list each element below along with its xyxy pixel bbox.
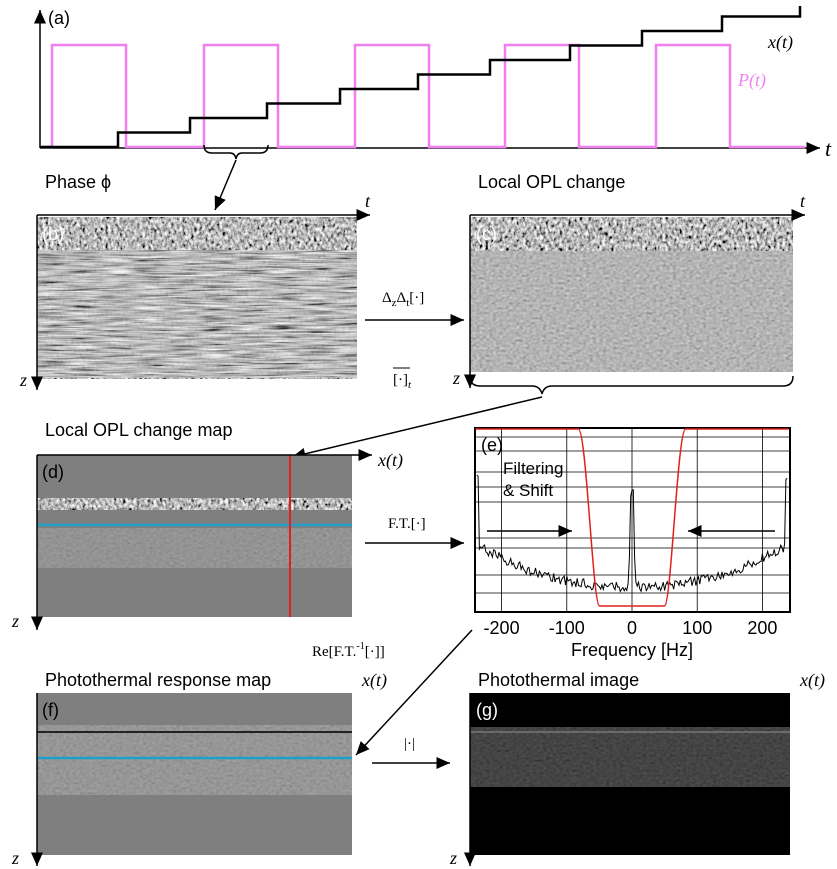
- panel-label: (f): [42, 700, 59, 720]
- x-axis-title: Frequency [Hz]: [571, 640, 693, 660]
- x-tick-label: 0: [627, 618, 637, 638]
- operator-label: Re[F.T.-1[·]]: [312, 641, 385, 660]
- x-tick-label: -100: [549, 618, 585, 638]
- x-tick-label: 100: [682, 618, 712, 638]
- spectrum: [476, 474, 788, 593]
- panel-title: Local OPL change: [478, 172, 625, 192]
- panel-label: (g): [476, 700, 498, 720]
- phase-streaks: [37, 250, 357, 378]
- panel-label: (b): [42, 224, 64, 244]
- panel-label: (e): [481, 435, 503, 455]
- z-label: z: [452, 368, 460, 388]
- operator-part: z: [392, 297, 397, 309]
- brace: [203, 144, 269, 160]
- panel-title: Phase ϕ: [45, 172, 111, 192]
- operator-part: -1: [356, 641, 364, 652]
- arrow: [355, 629, 473, 756]
- annotation: & Shift: [503, 481, 553, 500]
- panel-label: (c): [476, 224, 497, 244]
- bright-band: [37, 498, 352, 510]
- panel-title: Local OPL change map: [45, 420, 232, 440]
- position-signal: [40, 6, 802, 149]
- plot-frame: [474, 427, 791, 613]
- t-label: t: [365, 191, 371, 211]
- operator-part: Re[F.T.: [312, 644, 356, 660]
- texture: [470, 727, 790, 787]
- x-label: x(t): [361, 670, 387, 691]
- arrow: [214, 159, 237, 211]
- panel-label: (a): [48, 8, 70, 28]
- x-label: x(t): [799, 670, 825, 691]
- operator-part: [·]]: [365, 644, 385, 660]
- panel-title: Photothermal response map: [45, 670, 271, 690]
- t-label: t: [800, 191, 806, 211]
- z-label: z: [19, 370, 27, 390]
- t-label: t: [825, 136, 832, 161]
- z-label: z: [11, 611, 19, 631]
- operator-part: [·]: [393, 372, 408, 388]
- pulse-signal: [40, 43, 805, 149]
- operator-part: Δ: [397, 290, 407, 306]
- opl-image: [470, 251, 793, 372]
- spectrum-plot: [474, 427, 791, 613]
- operator-label: F.T.[·]: [388, 516, 426, 532]
- p-label: P(t): [737, 70, 766, 91]
- panel-title: Photothermal image: [478, 670, 639, 690]
- arrow: [291, 396, 543, 460]
- x-tick-label: 200: [747, 618, 777, 638]
- x-tick-label: -200: [484, 618, 520, 638]
- annotation: Filtering: [503, 459, 563, 478]
- z-label: z: [11, 848, 19, 868]
- texture: [37, 725, 352, 795]
- x-label: x(t): [767, 32, 793, 53]
- operator-label: [·]t: [393, 372, 412, 391]
- operator-part: Δ: [382, 290, 392, 306]
- x-label: x(t): [377, 450, 403, 471]
- operator-part: t: [406, 297, 409, 309]
- texture: [37, 528, 352, 568]
- operator-part: [·]: [409, 290, 424, 306]
- operator-part: t: [408, 379, 412, 391]
- operator-label: ΔzΔt[·]: [382, 290, 424, 309]
- brace: [469, 375, 794, 395]
- operator-label: |·|: [404, 736, 415, 752]
- filter-curve: [475, 428, 789, 607]
- opl-image-top: [470, 217, 793, 251]
- panel-label: (d): [42, 462, 64, 482]
- z-label: z: [449, 848, 457, 868]
